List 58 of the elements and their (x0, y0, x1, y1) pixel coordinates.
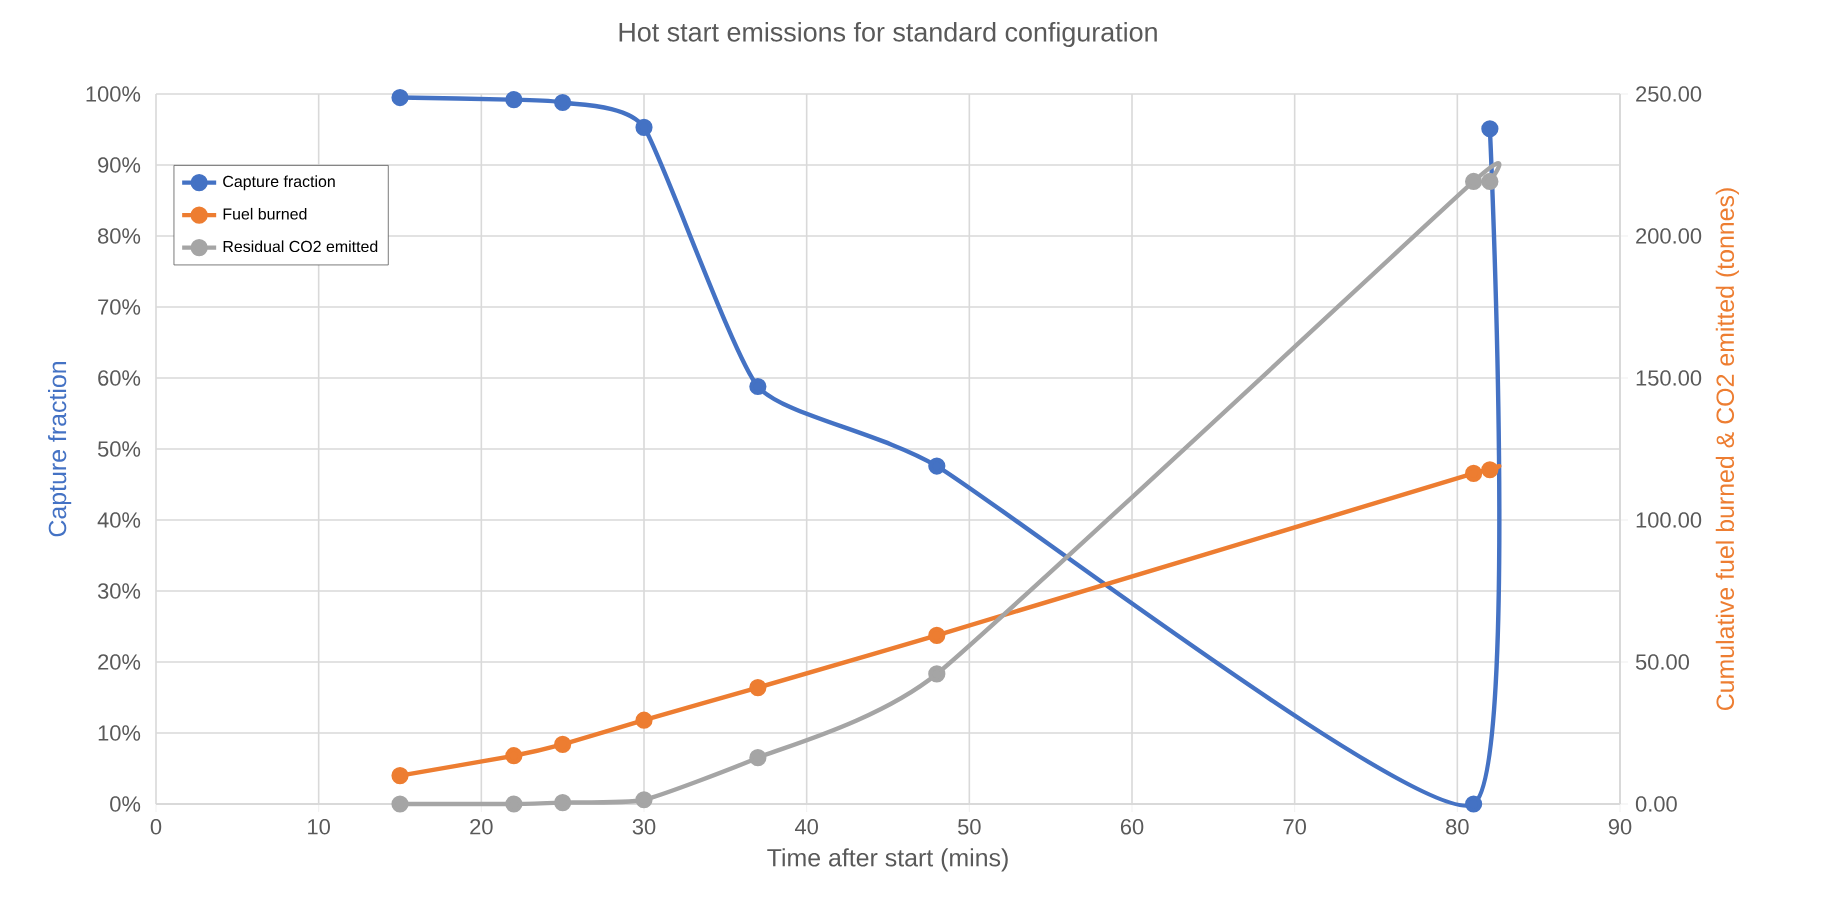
point (1465, 795, 1483, 813)
x-tick-label: 20 (470, 819, 493, 835)
chart-title: Hot start emissions for standard configuration (619, 21, 1157, 48)
point (391, 767, 409, 785)
x-tick-label: 90 (1608, 819, 1632, 835)
point (554, 793, 572, 812)
y2-tick-label: 50.00 (1635, 654, 1690, 670)
point (505, 91, 523, 109)
y2-tick-label: 250.00 (1636, 86, 1702, 102)
x-tick-label: 60 (1120, 819, 1144, 835)
x-tick-label: 40 (794, 819, 818, 835)
point (635, 711, 653, 729)
y-tick-label: 30% (97, 583, 141, 599)
point (1465, 172, 1483, 191)
legend-label: Residual CO2 emitted (223, 240, 378, 253)
point (749, 678, 767, 697)
y2-tick-label: 150.00 (1636, 370, 1702, 386)
point (928, 626, 946, 644)
x-tick-label: 30 (632, 819, 656, 835)
x-tick-label: 80 (1446, 819, 1469, 835)
point (749, 377, 767, 396)
y-tick-label: 60% (98, 370, 141, 386)
x-tick-label: 70 (1283, 819, 1306, 835)
y-tick-label: 10% (98, 725, 141, 741)
point (391, 88, 409, 107)
y-axis-title: Capture fraction (47, 362, 72, 537)
point (1481, 461, 1499, 479)
legend-label: Capture fraction (223, 175, 335, 191)
y-tick-label: 100% (86, 86, 141, 102)
point (505, 795, 523, 813)
x-tick-label: 0 (150, 819, 162, 835)
point (554, 93, 572, 112)
point (391, 795, 409, 813)
point (928, 665, 946, 683)
y-tick-label: 80% (98, 228, 141, 244)
x-tick-label: 50 (958, 819, 981, 835)
point (1465, 464, 1483, 483)
y-tick-label: 70% (98, 299, 141, 315)
y2-tick-label: 0.00 (1635, 796, 1677, 812)
legend-label: Fuel burned (223, 207, 307, 220)
point (554, 735, 572, 753)
point (635, 118, 653, 136)
y2-axis-title: Cumulative fuel burned & CO2 emitted (tonnes) (1715, 188, 1739, 711)
y-tick-label: 40% (97, 512, 141, 528)
x-axis-title: Time after start (mins) (767, 848, 1008, 872)
y-tick-label: 50% (97, 441, 141, 457)
point (505, 747, 523, 765)
y-tick-label: 90% (98, 157, 141, 173)
y-tick-label: 20% (98, 654, 141, 670)
point (1481, 172, 1499, 191)
y2-tick-label: 100.00 (1636, 512, 1702, 528)
point (928, 457, 946, 475)
y-tick-label: 0% (110, 796, 141, 812)
point (749, 749, 767, 767)
point (1481, 120, 1499, 138)
point (635, 791, 653, 809)
y2-tick-label: 200.00 (1636, 228, 1702, 244)
x-tick-label: 10 (308, 819, 330, 835)
